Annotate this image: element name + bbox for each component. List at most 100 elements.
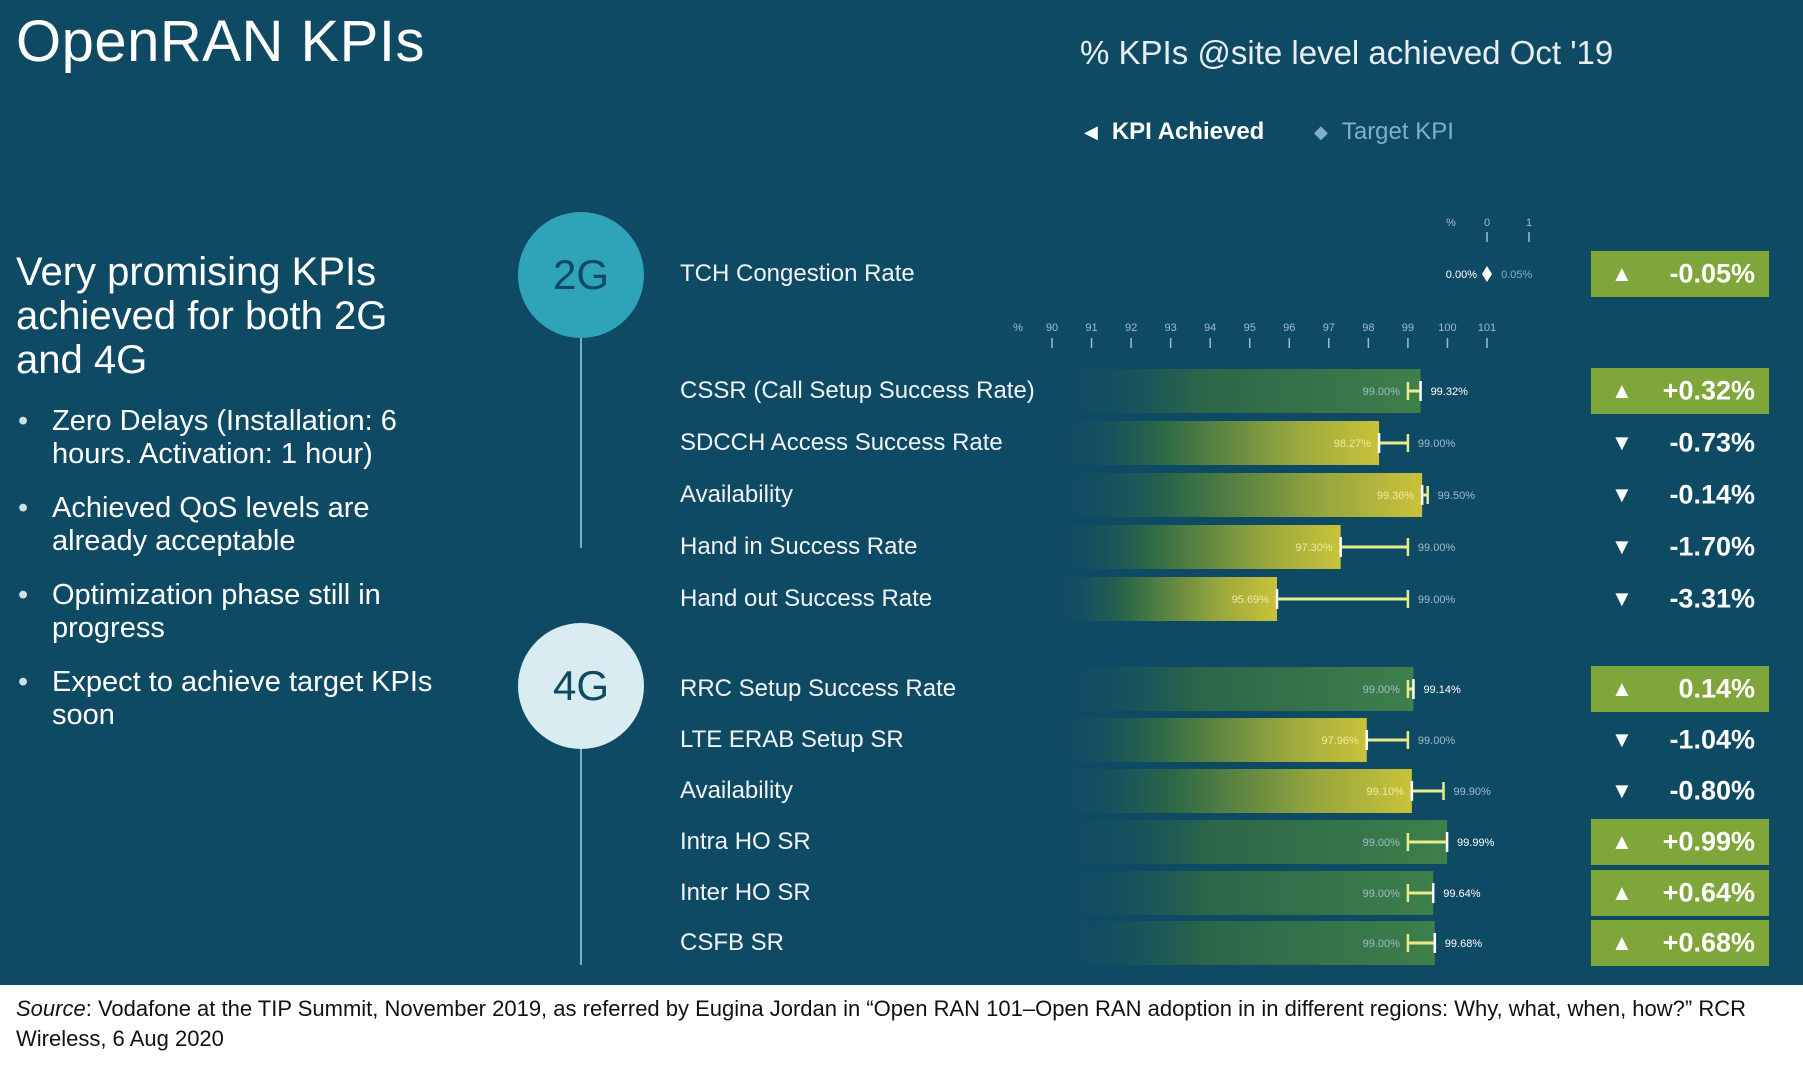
bullet-item: • Zero Delays (Installation: 6 hours. Act… (16, 405, 456, 471)
achieved-marker-icon: ◀ (1084, 121, 1098, 142)
triangle-down-icon: ▼ (1611, 778, 1633, 803)
bullet-item: • Expect to achieve target KPIs soon (16, 666, 456, 732)
bullet-dot-icon: • (18, 492, 29, 524)
axis-tick-label: 93 (1165, 322, 1177, 334)
kpi-bar (1050, 871, 1434, 915)
triangle-up-icon: ▲ (1611, 880, 1633, 905)
kpi-chart: % 90 91 92 93 94 95 96 97 98 99 100 101% 0 1 0.00% 0.05… (1013, 217, 1533, 965)
kpi-label: CSSR (Call Setup Success Rate) (680, 377, 1035, 404)
kpi-change-badge: ▼ -3.31% (1591, 576, 1769, 622)
kpi-label: Availability (680, 777, 793, 804)
kpi-change-value: +0.68% (1662, 927, 1755, 958)
triangle-down-icon: ▼ (1611, 430, 1633, 455)
kpi-change-value: 0.14% (1678, 673, 1755, 704)
kpi-panel: OpenRAN KPIs % KPIs @site level achieved… (0, 0, 1803, 985)
triangle-up-icon: ▲ (1611, 829, 1633, 854)
kpi-change-badge: ▲ +0.64% (1591, 870, 1769, 916)
kpi-change-badge: ▲ -0.05% (1591, 251, 1769, 297)
kpi-label: TCH Congestion Rate (680, 260, 915, 287)
kpi-label: SDCCH Access Success Rate (680, 429, 1003, 456)
kpi-change-badge: ▼ -0.73% (1591, 420, 1769, 466)
kpi-target-label: 99.00% (1363, 938, 1401, 950)
kpi-change-value: +0.64% (1662, 877, 1755, 908)
kpi-change-badge: ▲ +0.99% (1591, 819, 1769, 865)
axis-unit-label: % (1013, 322, 1023, 334)
axis-tick-label: 95 (1244, 322, 1256, 334)
kpi-achieved-label: 97.96% (1321, 735, 1359, 747)
legend-achieved-label: KPI Achieved (1111, 118, 1265, 145)
axis-tick-label: 100 (1438, 322, 1456, 334)
kpi-achieved-label: 99.99% (1457, 837, 1495, 849)
triangle-down-icon: ▼ (1611, 534, 1633, 559)
kpi-change-badge: ▼ -1.04% (1591, 717, 1769, 763)
triangle-up-icon: ▲ (1611, 378, 1633, 403)
axis-tick-label: 101 (1478, 322, 1496, 334)
bullet-text: Optimization phase still in progress (52, 579, 381, 644)
triangle-down-icon: ▼ (1611, 482, 1633, 507)
source-caption: Source: Vodafone at the TIP Summit, Nove… (16, 994, 1796, 1054)
kpi-bar (1050, 820, 1448, 864)
kpi-target-label: 99.00% (1363, 837, 1401, 849)
bullet-text: Expect to achieve target KPIs soon (52, 666, 433, 731)
top-axis-tick-label: 1 (1526, 217, 1532, 229)
kpi-change-badge: ▼ -0.14% (1591, 472, 1769, 518)
kpi-target-label: 99.00% (1418, 594, 1456, 606)
kpi-change-badge: ▲ +0.68% (1591, 920, 1769, 966)
kpi-change-value: -0.05% (1669, 258, 1755, 289)
kpi-bar (1050, 921, 1435, 965)
kpi-change-badge: ▲ +0.32% (1591, 368, 1769, 414)
kpi-target-label: 99.00% (1363, 386, 1401, 398)
top-axis-tick-label: 0 (1484, 217, 1490, 229)
kpi-change-value: -0.80% (1669, 775, 1755, 806)
triangle-down-icon: ▼ (1611, 586, 1633, 611)
top-kpi-achieved-marker (1482, 266, 1492, 282)
bullet-dot-icon: • (18, 666, 29, 698)
kpi-bar (1050, 525, 1341, 569)
top-axis-unit-label: % (1446, 217, 1456, 229)
top-kpi-target-label: 0.05% (1501, 269, 1532, 281)
kpi-change-badge: ▼ -0.80% (1591, 768, 1769, 814)
bullet-text: Achieved QoS levels are already acceptab… (52, 492, 370, 557)
bullet-dot-icon: • (18, 405, 29, 437)
kpi-target-label: 99.00% (1363, 888, 1401, 900)
kpi-achieved-label: 99.32% (1431, 386, 1469, 398)
axis-tick-label: 98 (1362, 322, 1374, 334)
kpi-target-label: 99.00% (1418, 542, 1456, 554)
kpi-change-value: +0.32% (1662, 375, 1755, 406)
bullet-text: Zero Delays (Installation: 6 hours. Acti… (52, 405, 397, 470)
source-label: Source (16, 996, 86, 1021)
kpi-change-value: -1.04% (1669, 724, 1755, 755)
kpi-bar (1050, 369, 1421, 413)
kpi-label: Hand in Success Rate (680, 533, 918, 560)
axis-tick-label: 96 (1283, 322, 1295, 334)
kpi-achieved-label: 99.68% (1445, 938, 1483, 950)
chart-title: % KPIs @site level achieved Oct '19 (1080, 34, 1614, 71)
kpi-achieved-label: 99.64% (1443, 888, 1481, 900)
kpi-achieved-label: 98.27% (1334, 438, 1372, 450)
kpi-achieved-label: 99.36% (1377, 490, 1415, 502)
timeline-line-2g (580, 338, 582, 548)
source-text: : Vodafone at the TIP Summit, November 2… (16, 996, 1746, 1051)
kpi-change-value: +0.99% (1662, 826, 1755, 857)
kpi-target-label: 99.00% (1418, 735, 1456, 747)
legend-target-kpi: ◆ Target KPI (1314, 118, 1454, 146)
kpi-achieved-label: 99.14% (1423, 684, 1461, 696)
kpi-change-value: -0.73% (1669, 427, 1755, 458)
kpi-label: Hand out Success Rate (680, 585, 933, 612)
headline: Very promising KPIs achieved for both 2G… (16, 250, 388, 382)
bullet-item: • Achieved QoS levels are already accepta… (16, 492, 456, 558)
legend-kpi-achieved: ◀ KPI Achieved (1084, 118, 1264, 146)
axis-tick-label: 99 (1402, 322, 1414, 334)
kpi-achieved-label: 99.10% (1367, 786, 1405, 798)
timeline-line-4g (580, 749, 582, 965)
legend-target-label: Target KPI (1341, 118, 1454, 145)
triangle-up-icon: ▲ (1611, 930, 1633, 955)
kpi-bar (1050, 769, 1412, 813)
tech-circle-4g: 4G (518, 623, 644, 749)
kpi-bar (1050, 718, 1367, 762)
bullet-list: • Zero Delays (Installation: 6 hours. Act… (16, 405, 456, 753)
bullet-item: • Optimization phase still in progress (16, 579, 456, 645)
kpi-label: Inter HO SR (680, 879, 811, 906)
kpi-change-value: -1.70% (1669, 531, 1755, 562)
kpi-change-badge: ▲ 0.14% (1591, 666, 1769, 712)
